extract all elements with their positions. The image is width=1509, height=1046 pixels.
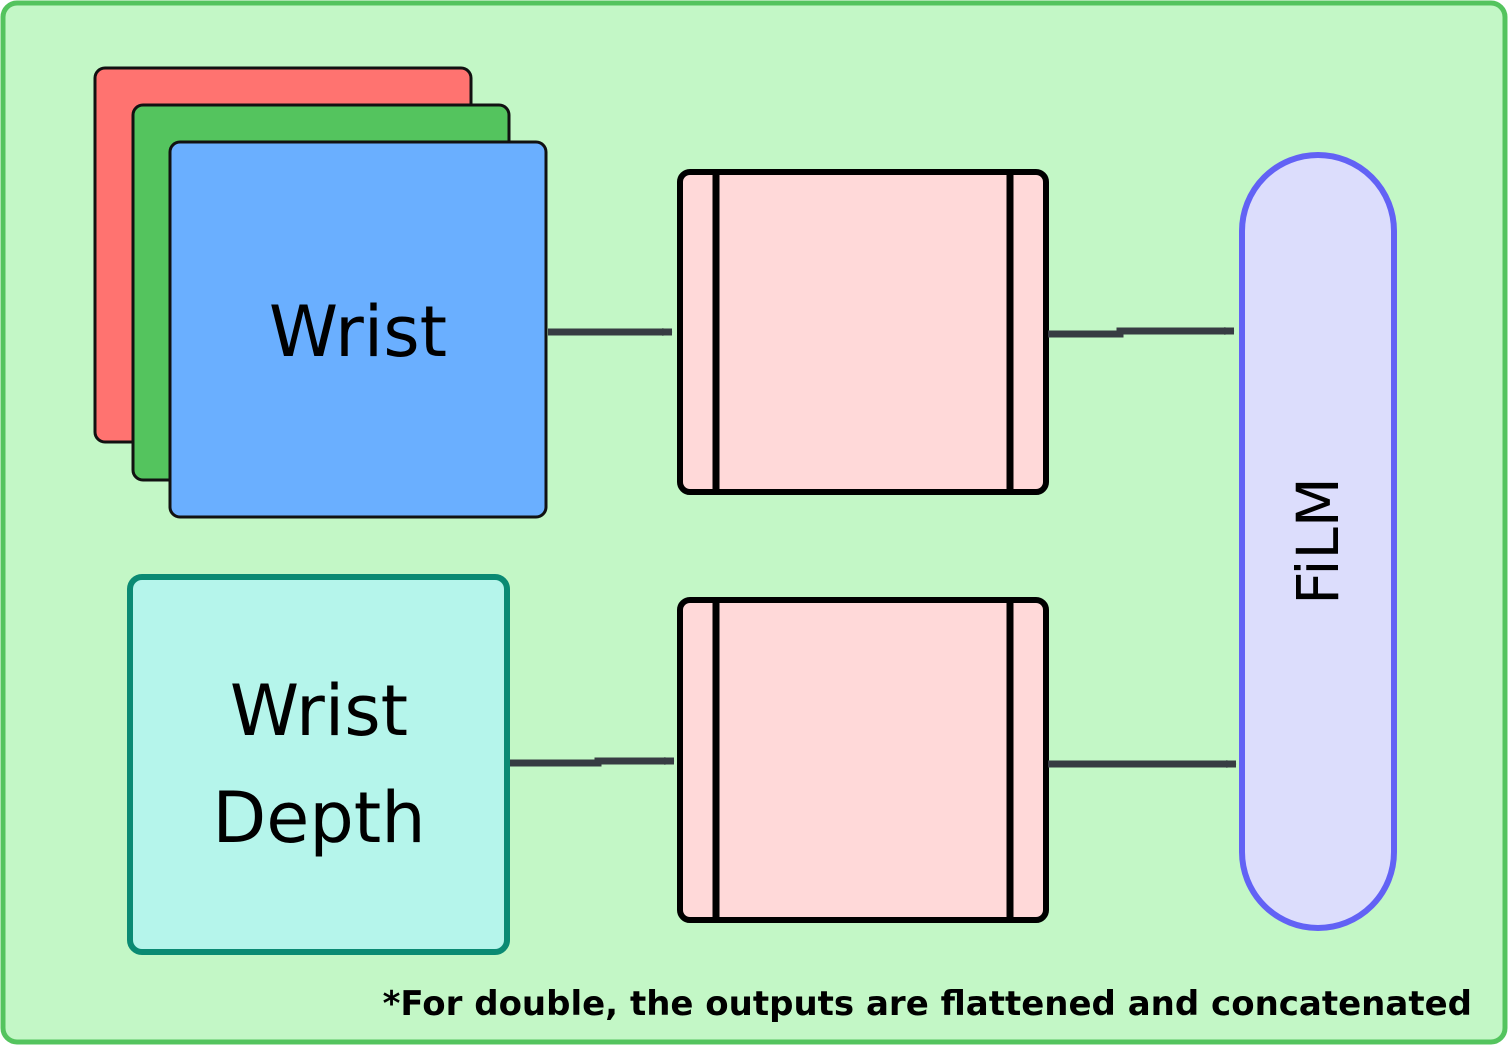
arrows: [510, 327, 1237, 768]
wrist-depth-label-line1: Wrist: [230, 670, 408, 752]
wrist-image-stack: Wrist: [93, 66, 548, 519]
arrow-encoder-top-to-film: [1048, 327, 1235, 338]
footnote: *For double, the outputs are flattened a…: [383, 984, 1472, 1024]
wrist-depth-box: Wrist Depth: [127, 574, 510, 955]
film-block: FiLM: [1239, 152, 1397, 931]
wrist-blue-channel: [168, 140, 548, 519]
wrist-depth-label-line2: Depth: [212, 777, 425, 859]
encoder-bottom-rect: [677, 597, 1049, 923]
film-capsule: [1239, 152, 1397, 931]
arrow-depth-to-encoder-bottom: [510, 757, 675, 767]
encoder-block-top: [677, 169, 1049, 495]
film-label: FiLM: [1284, 477, 1352, 605]
wrist-label: Wrist: [269, 291, 447, 373]
wrist-depth-rect: [127, 574, 510, 955]
encoder-top-rect: [677, 169, 1049, 495]
encoder-block-bottom: [677, 597, 1049, 923]
